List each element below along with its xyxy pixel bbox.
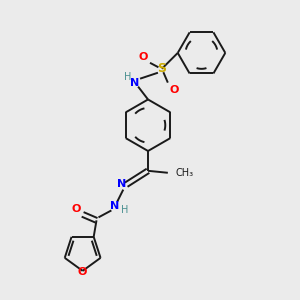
Text: N: N [130,78,139,88]
Text: O: O [169,85,178,94]
Text: N: N [117,179,126,189]
Text: O: O [138,52,148,62]
Text: H: H [124,72,131,82]
Text: N: N [110,202,119,212]
Text: H: H [121,206,128,215]
Text: CH₃: CH₃ [176,168,194,178]
Text: S: S [158,62,166,75]
Text: O: O [78,267,87,277]
Text: O: O [71,204,80,214]
